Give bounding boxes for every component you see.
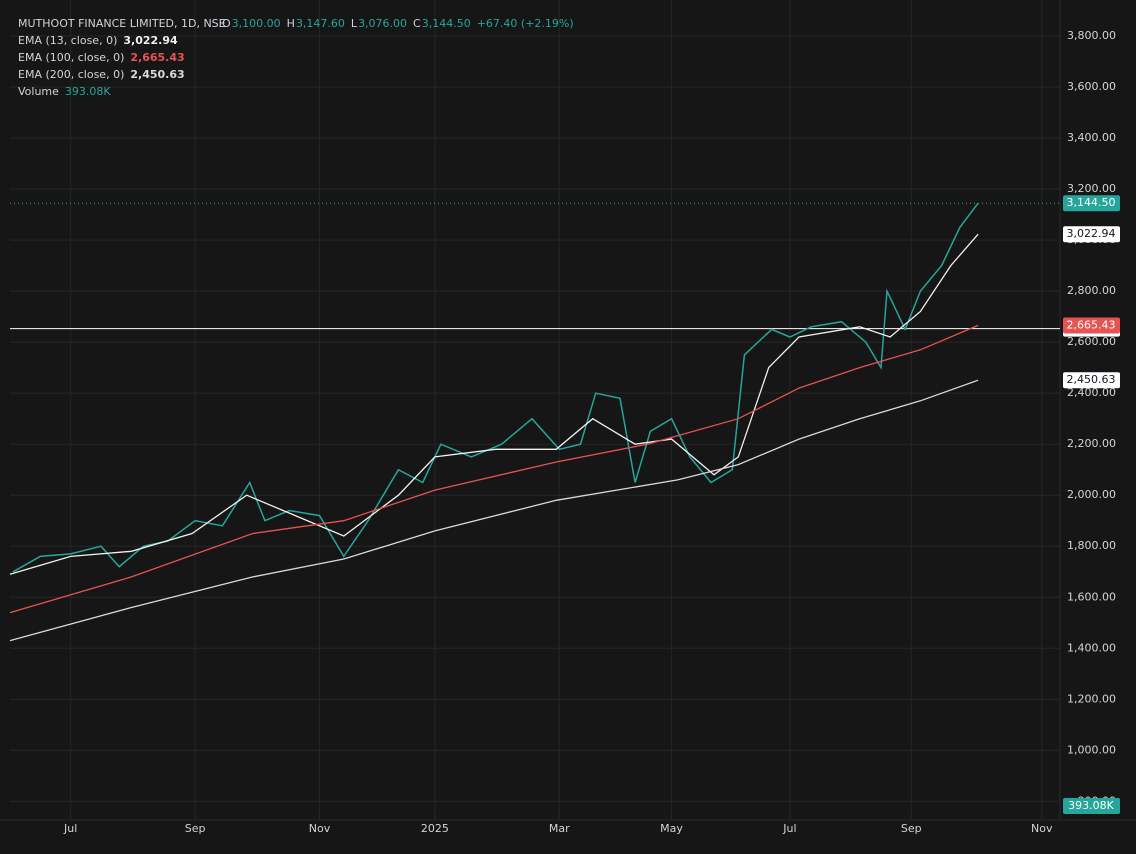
legend-name: EMA (200, close, 0) <box>18 68 124 81</box>
x-tick-label: Mar <box>549 822 570 835</box>
y-tick-label: 1,000.00 <box>1067 743 1116 756</box>
x-tick-label: Nov <box>309 822 331 835</box>
series-line <box>9 379 979 642</box>
x-tick-label: Jul <box>782 822 796 835</box>
x-tick-label: Sep <box>185 822 206 835</box>
y-tick-label: 1,800.00 <box>1067 539 1116 552</box>
price-tag-label: 3,022.94 <box>1067 227 1116 240</box>
ohlc-value: 3,147.60 <box>296 17 345 30</box>
legend-value: 3,022.94 <box>123 34 178 47</box>
ohlc-key: L <box>351 17 358 30</box>
ohlc-value: 3,144.50 <box>422 17 471 30</box>
y-tick-label: 2,000.00 <box>1067 488 1116 501</box>
symbol: MUTHOOT FINANCE LIMITED, 1D, NSE <box>18 17 226 30</box>
x-tick-label: Sep <box>901 822 922 835</box>
series-line <box>9 324 979 614</box>
legend-name: EMA (100, close, 0) <box>18 51 124 64</box>
y-tick-label: 1,200.00 <box>1067 692 1116 705</box>
y-tick-label: 1,400.00 <box>1067 641 1116 654</box>
price-tag <box>1063 317 1120 334</box>
price-tag <box>1063 195 1120 212</box>
y-tick-label: 3,400.00 <box>1067 131 1116 144</box>
x-tick-label: Jul <box>63 822 77 835</box>
ohlc-value: 3,076.00 <box>358 17 407 30</box>
x-tick-label: May <box>660 822 683 835</box>
x-tick-label: 2025 <box>421 822 449 835</box>
ohlc-key: O <box>222 17 231 30</box>
volume-value: 393.08K <box>65 85 111 98</box>
volume-tag-label: 393.08K <box>1068 799 1114 812</box>
ohlc-value: 3,100.00 <box>232 17 281 30</box>
y-tick-label: 1,600.00 <box>1067 590 1116 603</box>
volume-tag <box>1063 798 1120 814</box>
legend-value: 2,665.43 <box>130 51 184 64</box>
y-tick-label: 2,800.00 <box>1067 284 1116 297</box>
legend: MUTHOOT FINANCE LIMITED, 1D, NSE O 3,100.… <box>18 17 574 98</box>
legend-value: 2,450.63 <box>130 68 184 81</box>
price-tag-label: 2,450.63 <box>1067 373 1116 386</box>
y-tick-label: 3,600.00 <box>1067 80 1116 93</box>
ohlc-key: C <box>413 17 421 30</box>
series-line <box>9 233 979 575</box>
y-tick-label: 3,200.00 <box>1067 182 1116 195</box>
ohlc-key: H <box>287 17 295 30</box>
y-tick-label: 3,800.00 <box>1067 29 1116 42</box>
plot <box>9 0 1060 820</box>
price-tag <box>1063 372 1120 389</box>
price-tag <box>1063 226 1120 243</box>
y-tick-label: 2,400.00 <box>1067 386 1116 399</box>
price-tag-label: 2,665.43 <box>1067 318 1116 331</box>
x-tick-label: Nov <box>1031 822 1053 835</box>
price-tag-label: 3,144.50 <box>1067 196 1116 209</box>
legend-name: EMA (13, close, 0) <box>18 34 117 47</box>
change: +67.40 (+2.19%) <box>477 17 574 30</box>
series-line <box>12 202 979 573</box>
y-tick-label: 2,200.00 <box>1067 437 1116 450</box>
volume-name: Volume <box>18 85 59 98</box>
y-tick-label: 2,600.00 <box>1067 335 1116 348</box>
